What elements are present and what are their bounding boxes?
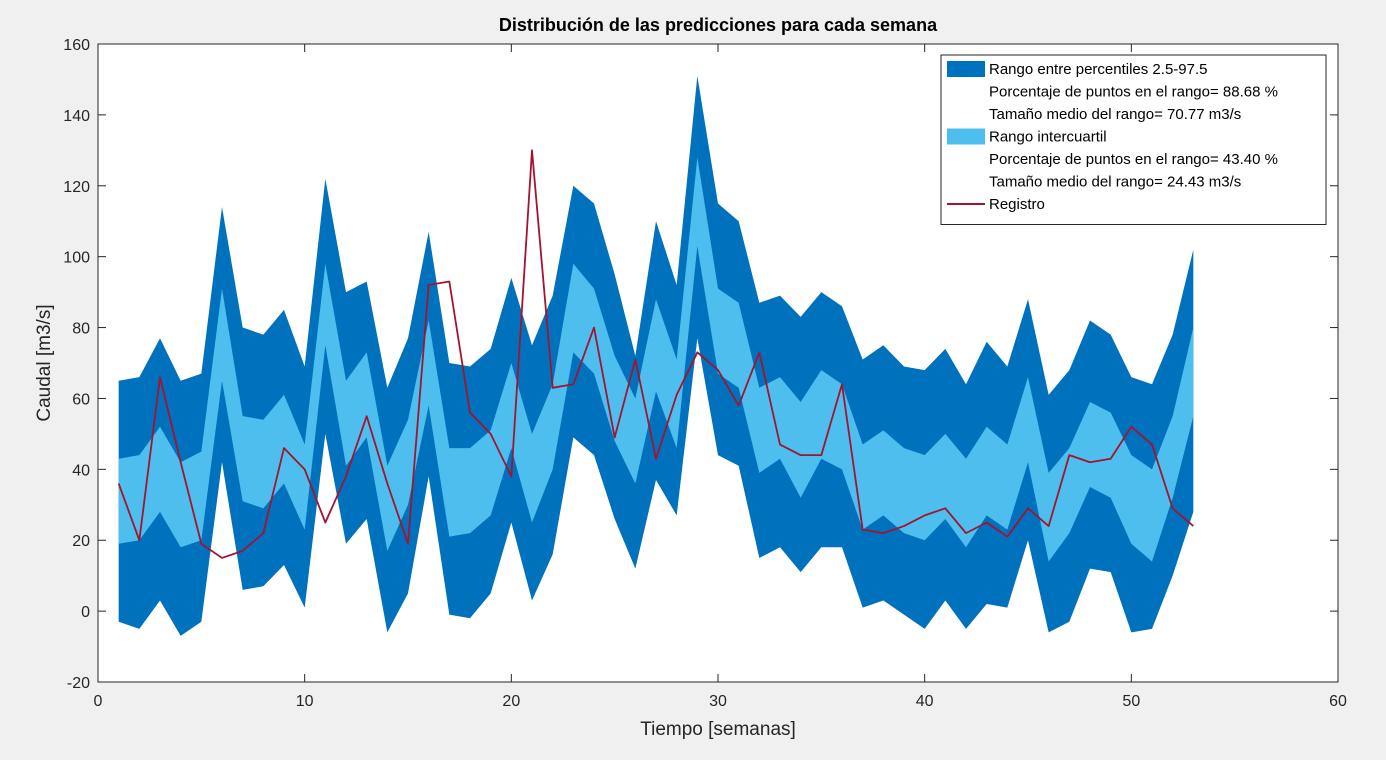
y-tick-label: 20 (72, 533, 90, 550)
y-ticks: -20 0 20 40 60 80 100 120 140 160 (63, 37, 1338, 692)
bands-layer (118, 75, 1194, 636)
legend-entry: Registro (989, 196, 1045, 213)
legend-box (940, 54, 1327, 225)
y-tick-label: -20 (67, 675, 90, 692)
x-tick-label: 50 (1122, 693, 1140, 710)
x-axis-label: Tiempo [semanas] (640, 719, 796, 740)
registro-layer (117, 149, 1194, 559)
x-tick-label: 30 (709, 693, 727, 710)
legend-swatch (947, 61, 985, 77)
x-tick-label: 20 (502, 693, 520, 710)
x-tick-label: 60 (1329, 693, 1347, 710)
y-tick-label: 140 (63, 108, 90, 125)
legend-entry: Tamaño medio del rango= 70.77 m3/s (989, 106, 1241, 123)
y-tick-label: 160 (63, 37, 90, 54)
y-tick-label: 100 (63, 250, 90, 267)
x-ticks: 0 10 20 30 40 50 60 (94, 44, 1347, 710)
legend-swatch (947, 128, 985, 145)
x-tick-label: 10 (296, 693, 314, 710)
chart-title: Distribución de las predicciones para ca… (499, 15, 938, 35)
y-tick-label: 60 (72, 391, 90, 408)
legend-entry: Porcentaje de puntos en el rango= 43.40 … (989, 151, 1278, 168)
legend-entry: Rango entre percentiles 2.5-97.5 (989, 61, 1207, 78)
band-intercuartil (118, 157, 1194, 562)
series-line-registro (117, 149, 1194, 559)
legend-entry: Rango intercuartil (989, 129, 1107, 146)
legend: Rango entre percentiles 2.5-97.5 Porcenta… (940, 54, 1327, 225)
y-axis-label: Caudal [m3/s] (34, 304, 55, 421)
y-tick-label: 120 (63, 179, 90, 196)
y-tick-label: 80 (72, 321, 90, 338)
legend-entry: Porcentaje de puntos en el rango= 88.68 … (989, 84, 1278, 101)
legend-entry: Tamaño medio del rango= 24.43 m3/s (989, 174, 1241, 191)
x-tick-label: 40 (916, 693, 934, 710)
y-tick-label: 0 (81, 604, 90, 621)
y-tick-label: 40 (72, 462, 90, 479)
x-tick-label: 0 (94, 693, 103, 710)
